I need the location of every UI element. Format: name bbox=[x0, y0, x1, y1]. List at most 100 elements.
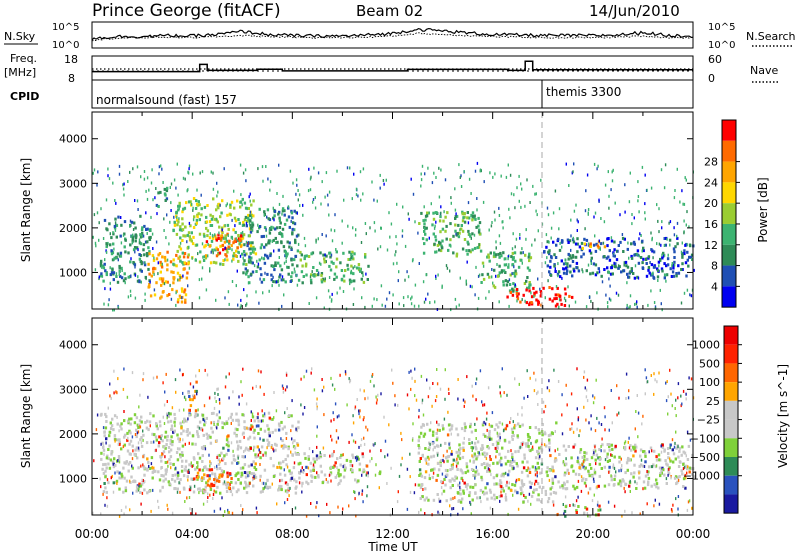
noise-cell bbox=[441, 284, 443, 288]
noise-cell bbox=[498, 234, 501, 238]
data-cell bbox=[176, 271, 180, 275]
data-cell bbox=[208, 477, 211, 481]
noise-cell bbox=[487, 386, 490, 390]
data-cell bbox=[101, 264, 104, 268]
noise-cell bbox=[282, 390, 285, 394]
noise-cell bbox=[141, 491, 144, 495]
noise-cell bbox=[400, 463, 402, 467]
noise-cell bbox=[246, 294, 248, 298]
noise-cell bbox=[545, 233, 548, 237]
data-cell bbox=[522, 500, 525, 504]
data-cell bbox=[261, 481, 264, 485]
data-cell bbox=[256, 445, 259, 449]
noise-cell bbox=[607, 170, 609, 174]
data-cell bbox=[320, 272, 324, 275]
data-cell bbox=[606, 237, 609, 241]
data-cell bbox=[146, 240, 149, 244]
data-cell bbox=[492, 476, 496, 480]
data-cell bbox=[290, 471, 293, 475]
noise-cell bbox=[440, 211, 442, 215]
data-cell bbox=[595, 453, 599, 457]
noise-cell bbox=[506, 393, 508, 397]
noise-cell bbox=[363, 416, 365, 420]
data-cell bbox=[105, 242, 108, 246]
data-cell bbox=[633, 463, 636, 467]
noise-cell bbox=[412, 437, 414, 440]
noise-cell bbox=[375, 463, 377, 467]
noise-cell bbox=[365, 425, 367, 429]
data-cell bbox=[271, 430, 274, 434]
data-cell bbox=[424, 487, 427, 491]
noise-cell bbox=[629, 490, 631, 493]
data-cell bbox=[138, 482, 141, 486]
data-cell bbox=[666, 447, 670, 450]
noise-cell bbox=[224, 224, 226, 227]
data-cell bbox=[477, 224, 480, 228]
data-cell bbox=[310, 479, 313, 483]
data-cell bbox=[169, 412, 172, 416]
noise-cell bbox=[102, 444, 105, 448]
noise-cell bbox=[210, 421, 212, 425]
data-cell bbox=[253, 419, 256, 423]
noise-cell bbox=[326, 502, 328, 506]
noise-cell bbox=[508, 304, 510, 308]
noise-cell bbox=[307, 189, 310, 193]
data-cell bbox=[504, 498, 508, 502]
data-cell bbox=[260, 280, 264, 284]
noise-cell bbox=[323, 385, 325, 389]
data-cell bbox=[440, 459, 443, 462]
noise-cell bbox=[624, 509, 626, 513]
noise-cell bbox=[390, 466, 392, 470]
noise-cell bbox=[98, 277, 100, 281]
noise-cell bbox=[216, 456, 218, 459]
data-cell bbox=[102, 279, 105, 283]
noise-cell bbox=[634, 302, 636, 306]
noise-cell bbox=[371, 304, 373, 308]
data-cell bbox=[139, 235, 143, 239]
noise-cell bbox=[338, 414, 340, 418]
data-cell bbox=[198, 420, 202, 424]
noise-cell bbox=[455, 212, 457, 216]
data-cell bbox=[156, 427, 159, 431]
data-cell bbox=[303, 257, 306, 261]
noise-cell bbox=[169, 220, 171, 224]
data-cell bbox=[510, 255, 513, 259]
data-cell bbox=[243, 471, 247, 474]
data-cell bbox=[608, 249, 611, 253]
colorbar-tick-label: 16 bbox=[704, 218, 718, 231]
data-cell bbox=[246, 220, 249, 223]
data-cell bbox=[150, 440, 153, 444]
noise-cell bbox=[298, 481, 301, 485]
data-cell bbox=[291, 453, 294, 457]
noise-cell bbox=[269, 180, 272, 184]
data-cell bbox=[207, 434, 211, 438]
noise-cell bbox=[519, 445, 521, 449]
data-cell bbox=[652, 275, 655, 279]
noise-cell bbox=[315, 240, 317, 244]
noise-cell bbox=[286, 385, 288, 389]
noise-cell bbox=[608, 277, 610, 281]
data-cell bbox=[460, 227, 463, 231]
data-cell bbox=[508, 440, 511, 444]
data-cell bbox=[603, 465, 606, 469]
data-cell bbox=[566, 238, 570, 242]
data-cell bbox=[230, 200, 234, 204]
data-cell bbox=[146, 254, 149, 258]
noise-cell bbox=[136, 488, 138, 492]
data-cell bbox=[464, 425, 467, 429]
data-cell bbox=[441, 424, 444, 428]
noise-cell bbox=[328, 190, 331, 194]
noise-cell bbox=[526, 369, 528, 373]
data-cell bbox=[436, 451, 439, 455]
data-cell bbox=[349, 468, 353, 472]
data-cell bbox=[340, 453, 343, 457]
noise-cell bbox=[171, 406, 174, 410]
data-cell bbox=[133, 421, 137, 425]
noise-cell bbox=[207, 496, 209, 499]
data-cell bbox=[466, 469, 470, 473]
noise-cell bbox=[636, 481, 638, 485]
data-cell bbox=[610, 239, 614, 243]
noise-cell bbox=[610, 188, 612, 192]
noise-cell bbox=[161, 453, 163, 456]
noise-cell bbox=[134, 265, 136, 269]
